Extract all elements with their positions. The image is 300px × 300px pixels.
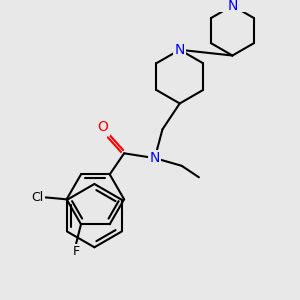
Text: N: N	[227, 0, 238, 13]
Text: N: N	[150, 151, 160, 165]
Text: Cl: Cl	[32, 191, 44, 204]
Text: F: F	[73, 244, 80, 258]
Text: N: N	[175, 43, 185, 57]
Text: O: O	[98, 120, 109, 134]
